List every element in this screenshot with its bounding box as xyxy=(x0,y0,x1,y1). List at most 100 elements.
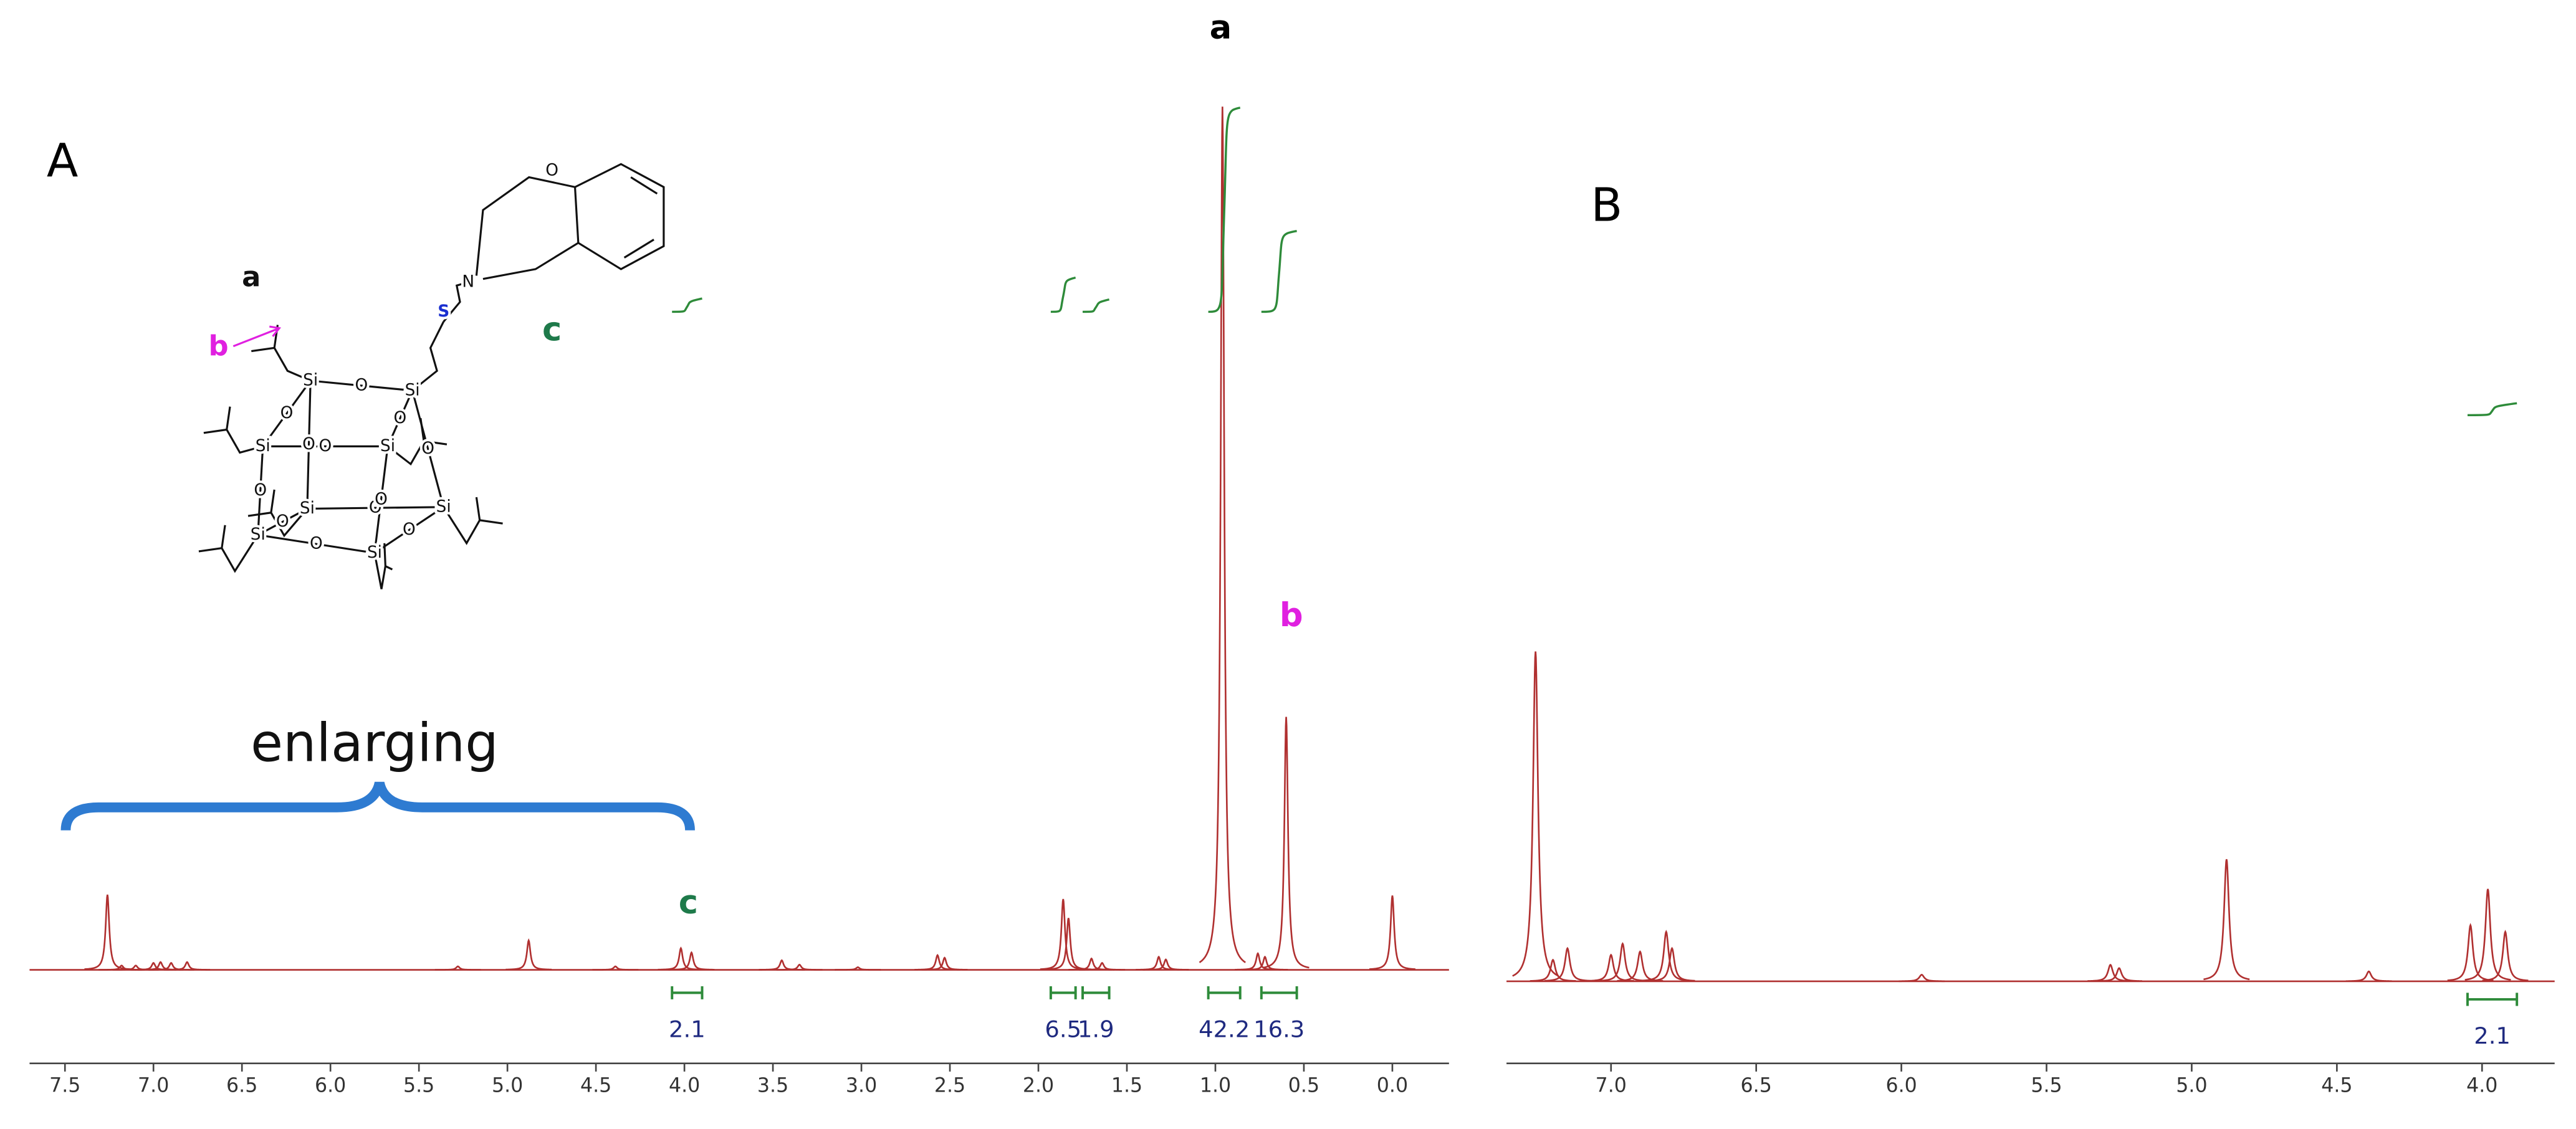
peak xyxy=(1142,958,1189,971)
atom-label: S xyxy=(438,302,449,321)
integral-label: 2.1 xyxy=(2474,1022,2511,1049)
isobutyl xyxy=(198,525,259,573)
atom-label: O xyxy=(254,481,267,500)
isobutyl xyxy=(387,417,448,466)
integral-bracket xyxy=(2466,993,2519,1006)
atom-label: Si xyxy=(380,437,395,455)
peak xyxy=(835,966,881,971)
bond xyxy=(310,379,413,392)
x-tick-label: 4.5 xyxy=(2321,1075,2352,1097)
peak xyxy=(2345,970,2392,983)
peak-label: c xyxy=(679,884,698,922)
bond xyxy=(373,446,389,553)
x-tick-label: 4.0 xyxy=(2466,1075,2497,1097)
peak xyxy=(2087,963,2133,982)
isobutyl xyxy=(247,489,309,538)
integral-bracket xyxy=(1081,986,1111,999)
integral-label: 6.5 xyxy=(1045,1016,1081,1042)
isobutyl xyxy=(373,543,393,589)
bond xyxy=(411,321,445,392)
integral-curve xyxy=(1261,229,1297,313)
peak xyxy=(776,963,823,971)
integral-bracket xyxy=(1049,986,1077,999)
peak xyxy=(1898,973,1945,983)
peak xyxy=(2096,967,2142,982)
atom-label: O xyxy=(310,535,323,553)
peak xyxy=(164,961,211,971)
x-tick-label: 7.5 xyxy=(49,1075,80,1097)
x-tick-label: 5.0 xyxy=(492,1075,523,1097)
label-arrow xyxy=(232,325,282,348)
peak xyxy=(1599,942,1646,982)
isobutyl xyxy=(203,406,264,454)
bond xyxy=(307,506,444,510)
integral-label: 2.1 xyxy=(669,1016,706,1042)
peak xyxy=(434,965,481,971)
x-tick-label: 0.5 xyxy=(1288,1075,1319,1097)
x-tick-label: 3.5 xyxy=(757,1075,788,1097)
peak xyxy=(1040,898,1086,970)
x-tick-label: 1.5 xyxy=(1111,1075,1142,1097)
bond xyxy=(257,534,375,555)
peak xyxy=(1530,958,1576,982)
x-tick-label: 6.5 xyxy=(226,1075,257,1097)
peak xyxy=(1369,895,1415,970)
isobutyl xyxy=(443,497,503,545)
peak xyxy=(914,953,961,971)
atom-label: O xyxy=(280,404,294,422)
peak xyxy=(1512,651,1559,977)
integral-label: 42.2 xyxy=(1199,1016,1250,1042)
bond xyxy=(257,508,308,536)
atom-label: O xyxy=(545,161,558,179)
atom-label: Si xyxy=(300,499,315,518)
atom-label: Si xyxy=(256,437,271,455)
peak xyxy=(1544,946,1591,982)
peak xyxy=(2482,930,2529,981)
atom-label: N xyxy=(462,273,474,292)
integral-curve xyxy=(672,297,702,313)
integral-curve xyxy=(1050,276,1076,313)
peak xyxy=(1643,930,1690,981)
atom-label: O xyxy=(393,409,406,427)
bond xyxy=(411,390,445,508)
ring xyxy=(475,176,580,280)
atom-label: O xyxy=(276,512,289,531)
atom-label: O xyxy=(319,437,332,455)
peak xyxy=(592,965,639,971)
bond xyxy=(443,281,469,323)
integral-bracket xyxy=(1207,986,1242,999)
bond xyxy=(374,506,444,554)
enlarge-brace xyxy=(60,781,695,831)
integral-label: 16.3 xyxy=(1253,1016,1305,1042)
atom-label: O xyxy=(375,490,388,508)
integral-curve xyxy=(1083,298,1110,313)
isobutyl xyxy=(251,325,311,382)
peak xyxy=(921,956,968,971)
panel-label: A xyxy=(47,135,78,188)
peak xyxy=(1079,961,1126,971)
peak-label: a xyxy=(1210,9,1232,47)
peak xyxy=(1242,955,1288,971)
peak xyxy=(2447,923,2494,981)
integral-bracket xyxy=(671,986,704,999)
bond xyxy=(262,380,312,447)
atom-label: Si xyxy=(436,497,451,516)
atom-label: O xyxy=(355,376,368,394)
x-tick-label: 6.5 xyxy=(1741,1075,1772,1097)
bond xyxy=(386,390,414,447)
x-tick-label: 3.0 xyxy=(846,1075,877,1097)
structure-label: b xyxy=(209,329,229,362)
atom-label: O xyxy=(302,435,315,454)
double-bond xyxy=(630,176,658,195)
molecule-bonds xyxy=(198,163,665,589)
x-tick-label: 5.0 xyxy=(2176,1075,2207,1097)
atom-label: Si xyxy=(251,525,266,544)
x-tick-label: 2.5 xyxy=(934,1075,965,1097)
atom-label: Si xyxy=(367,543,382,562)
x-tick-label: 6.0 xyxy=(315,1075,346,1097)
peak xyxy=(1199,107,1246,963)
x-tick-label: 5.5 xyxy=(403,1075,434,1097)
ring xyxy=(574,163,665,270)
integral-label: 1.9 xyxy=(1078,1016,1114,1042)
double-bond xyxy=(623,239,654,259)
